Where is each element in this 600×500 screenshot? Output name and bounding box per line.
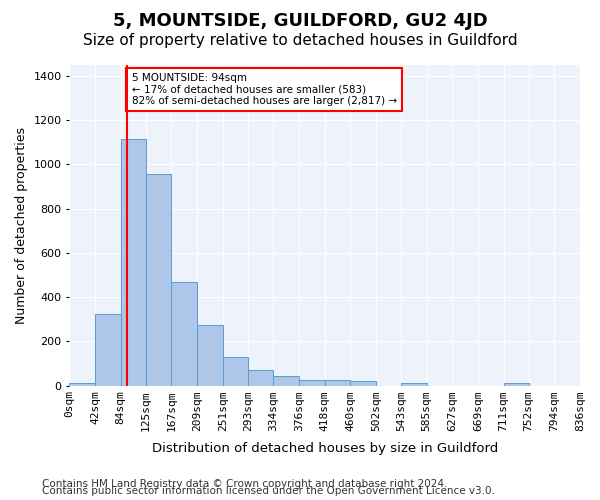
Bar: [248, 370, 274, 386]
Bar: [70, 384, 95, 386]
Bar: [197, 324, 223, 386]
Bar: [146, 174, 172, 386]
Bar: [95, 314, 121, 386]
Bar: [299, 380, 325, 386]
Bar: [121, 139, 146, 386]
Bar: [325, 380, 350, 386]
Text: 5 MOUNTSIDE: 94sqm
← 17% of detached houses are smaller (583)
82% of semi-detach: 5 MOUNTSIDE: 94sqm ← 17% of detached hou…: [131, 72, 397, 106]
Bar: [350, 381, 376, 386]
Text: 5, MOUNTSIDE, GUILDFORD, GU2 4JD: 5, MOUNTSIDE, GUILDFORD, GU2 4JD: [113, 12, 487, 30]
Y-axis label: Number of detached properties: Number of detached properties: [15, 127, 28, 324]
Text: Size of property relative to detached houses in Guildford: Size of property relative to detached ho…: [83, 32, 517, 48]
Bar: [503, 383, 529, 386]
Bar: [401, 383, 427, 386]
X-axis label: Distribution of detached houses by size in Guildford: Distribution of detached houses by size …: [152, 442, 498, 455]
Bar: [274, 376, 299, 386]
Bar: [223, 357, 248, 386]
Text: Contains public sector information licensed under the Open Government Licence v3: Contains public sector information licen…: [42, 486, 495, 496]
Text: Contains HM Land Registry data © Crown copyright and database right 2024.: Contains HM Land Registry data © Crown c…: [42, 479, 448, 489]
Bar: [172, 282, 197, 386]
